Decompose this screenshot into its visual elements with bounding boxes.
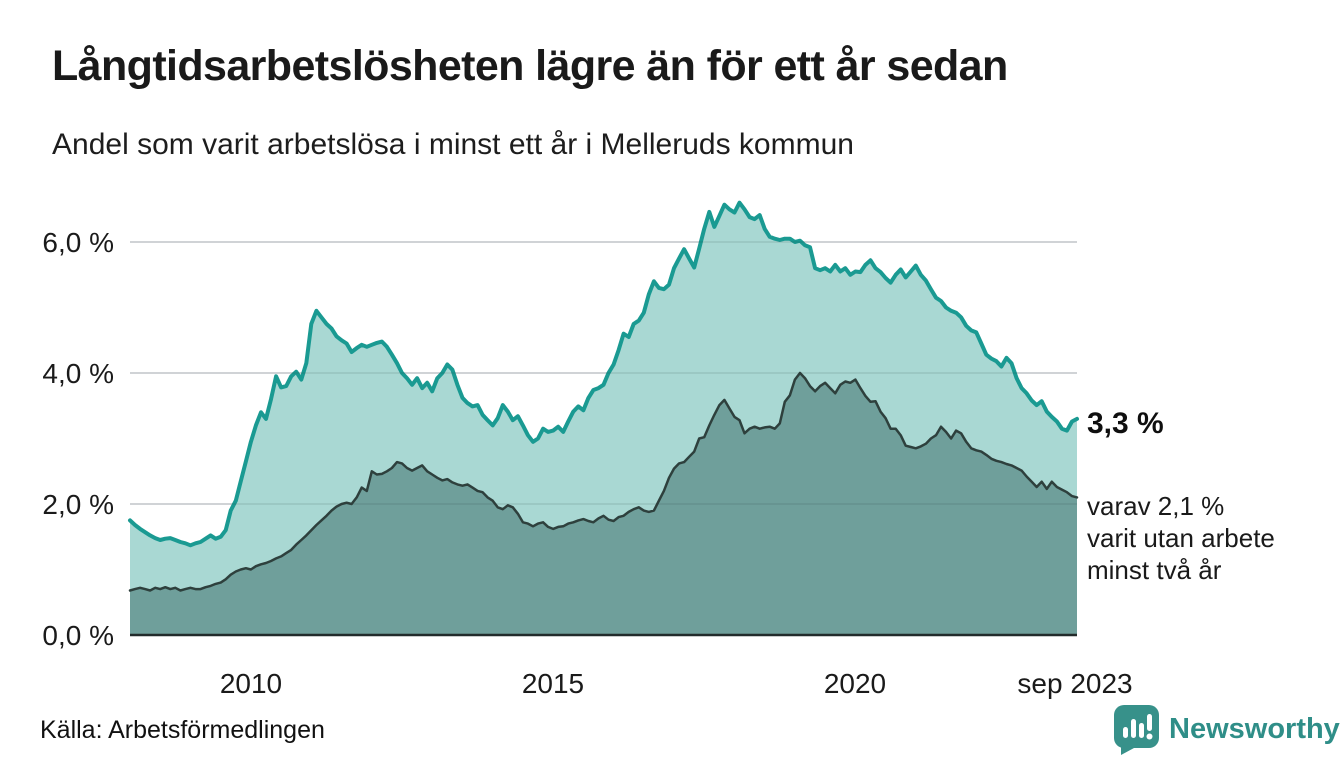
y-axis-tick-label: 6,0 % xyxy=(42,227,114,258)
page-subtitle: Andel som varit arbetslösa i minst ett å… xyxy=(52,128,854,161)
x-axis: 2010 2015 2020 sep 2023 xyxy=(220,668,1133,699)
newsworthy-logo[interactable]: Newsworthy xyxy=(1113,703,1340,755)
latest-value-label: 3,3 % xyxy=(1087,407,1164,440)
secondary-annotation-line: varit utan arbete xyxy=(1087,523,1275,553)
source-attribution: Källa: Arbetsförmedlingen xyxy=(40,716,325,744)
x-axis-tick-label: sep 2023 xyxy=(1017,668,1132,699)
x-axis-tick-label: 2015 xyxy=(522,668,584,699)
plot-area xyxy=(128,200,1079,637)
y-axis-tick-label: 2,0 % xyxy=(42,489,114,520)
secondary-annotation-line: minst två år xyxy=(1087,555,1222,585)
y-axis-tick-label: 4,0 % xyxy=(42,358,114,389)
newsworthy-bubble-chart-icon xyxy=(1113,704,1160,755)
page-title: Långtidsarbetslösheten lägre än för ett … xyxy=(52,42,1008,90)
secondary-annotation-line: varav 2,1 % xyxy=(1087,491,1224,521)
series-annotations: 3,3 % varav 2,1 % varit utan arbete mins… xyxy=(1087,407,1275,585)
x-axis-tick-label: 2020 xyxy=(824,668,886,699)
x-axis-tick-label: 2010 xyxy=(220,668,282,699)
newsworthy-wordmark: Newsworthy xyxy=(1169,712,1340,745)
y-axis: 0,0 % 2,0 % 4,0 % 6,0 % xyxy=(42,227,114,651)
y-axis-tick-label: 0,0 % xyxy=(42,620,114,651)
